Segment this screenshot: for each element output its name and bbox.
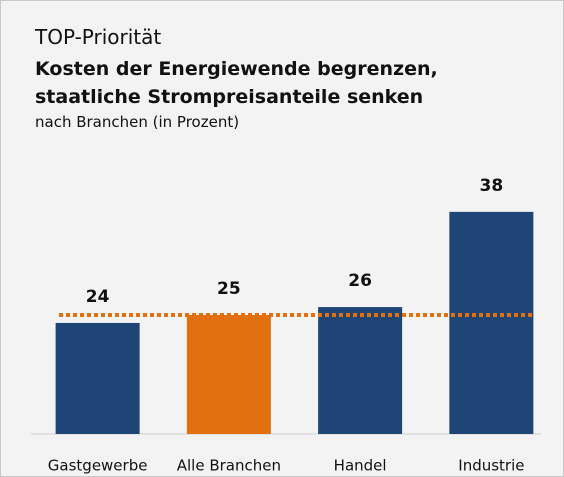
x-tick-label: Handel	[334, 457, 387, 475]
x-tick-label: Alle Branchen	[177, 457, 281, 475]
header: TOP-Priorität Kosten der Energiewende be…	[35, 25, 455, 131]
subtitle: nach Branchen (in Prozent)	[35, 113, 240, 131]
bar	[55, 322, 140, 434]
bar	[449, 211, 534, 434]
x-tick-label: Gastgewerbe	[48, 457, 148, 475]
kicker: TOP-Priorität	[35, 25, 162, 49]
value-label: 24	[86, 287, 110, 307]
chart-title: Kosten der Energiewende begrenzen, staat…	[35, 58, 438, 108]
value-label: 38	[480, 176, 504, 196]
bar	[318, 307, 403, 434]
value-label: 26	[348, 271, 372, 291]
value-label: 25	[217, 279, 241, 299]
bar	[186, 315, 271, 434]
x-tick-label: Industrie	[458, 457, 524, 475]
